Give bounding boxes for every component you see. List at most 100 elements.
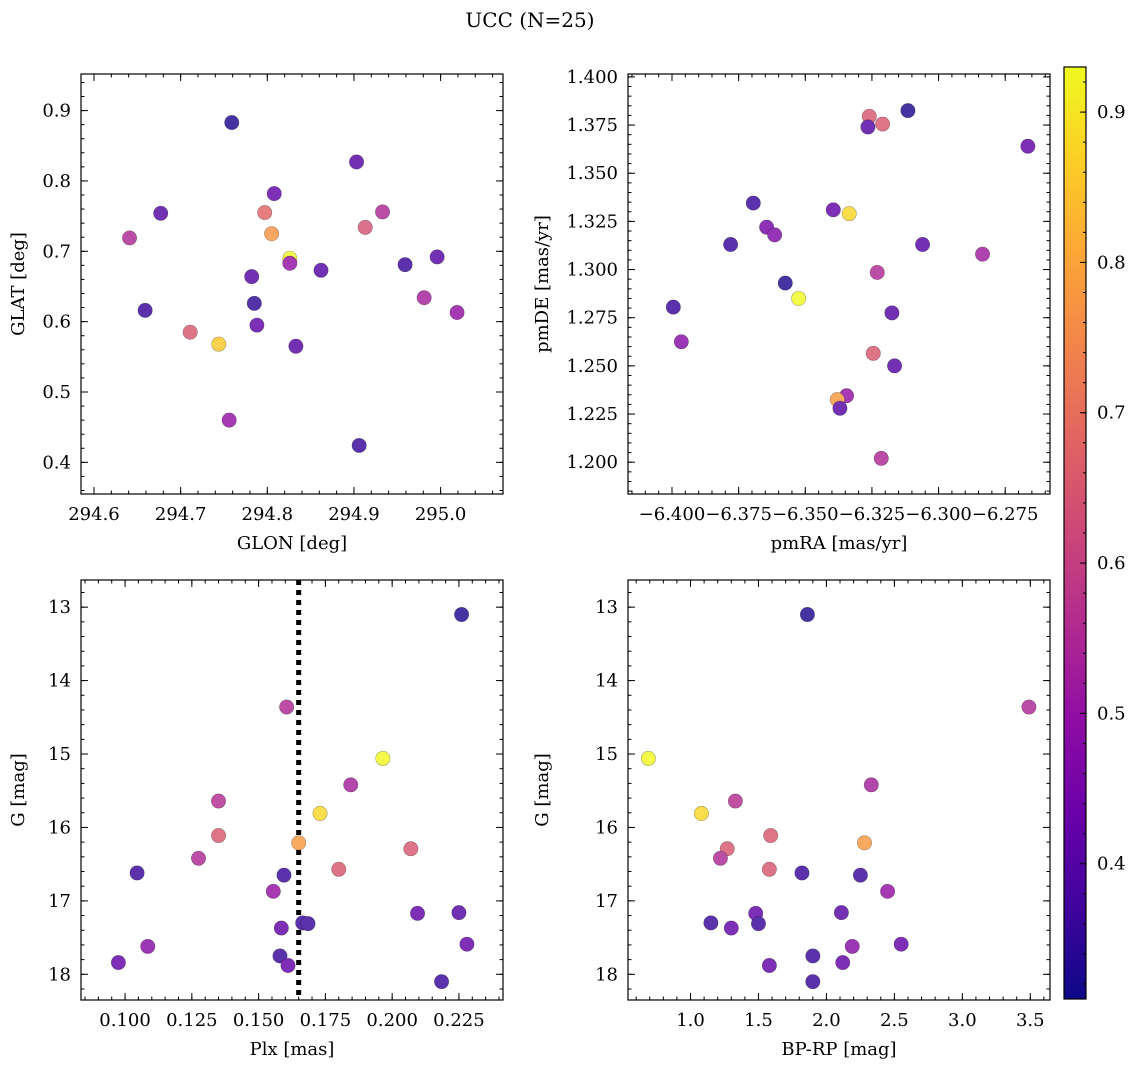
y-tick-label: 13: [595, 597, 618, 618]
scatter-point: [272, 948, 288, 964]
x-tick-label: 294.8: [242, 504, 294, 525]
scatter-point: [693, 805, 709, 821]
scatter-point: [191, 850, 207, 866]
scatter-point: [727, 793, 743, 809]
x-tick-label: 0.125: [166, 1010, 218, 1031]
scatter-point: [750, 916, 766, 932]
scatter-point: [856, 835, 872, 851]
x-axis-label: BP-RP [mag]: [781, 1039, 896, 1060]
y-tick-label: 0.8: [42, 171, 71, 192]
scatter-point: [873, 450, 889, 466]
scatter-point: [110, 955, 126, 971]
scatter-point: [282, 255, 298, 271]
colorbar-tick-label: 0.9: [1097, 102, 1126, 123]
scatter-point: [331, 861, 347, 877]
scatter-point: [257, 205, 273, 221]
y-axis-label: G [mag]: [8, 753, 29, 826]
scatter-point: [767, 227, 783, 243]
scatter-point: [224, 115, 240, 131]
scatter-point: [880, 883, 896, 899]
y-tick-label: 14: [48, 671, 71, 692]
y-tick-label: 0.9: [42, 101, 71, 122]
y-tick-label: 18: [48, 964, 71, 985]
scatter-point: [723, 237, 739, 253]
scatter-point: [860, 119, 876, 135]
scatter-point: [375, 750, 391, 766]
y-tick-label: 1.350: [566, 163, 618, 184]
scatter-point: [640, 750, 656, 766]
scatter-point: [246, 295, 262, 311]
scatter-point: [429, 249, 445, 265]
scatter-point: [288, 338, 304, 354]
scatter-point: [900, 103, 916, 119]
scatter-point: [841, 206, 857, 222]
scatter-point: [137, 302, 153, 318]
scatter-point: [761, 957, 777, 973]
x-tick-label: 294.7: [155, 504, 207, 525]
colorbar-tick-label: 0.4: [1097, 854, 1126, 875]
scatter-point: [844, 938, 860, 954]
scatter-point: [1021, 699, 1037, 715]
axes-frame: [627, 579, 1051, 1001]
scatter-point: [211, 336, 227, 352]
y-tick-label: 1.375: [566, 115, 618, 136]
scatter-point: [313, 262, 329, 278]
scatter-point: [761, 861, 777, 877]
scatter-point: [777, 275, 793, 291]
scatter-point: [279, 699, 295, 715]
x-tick-label: 294.9: [328, 504, 380, 525]
scatter-point: [805, 974, 821, 990]
y-tick-label: 1.325: [566, 211, 618, 232]
scatter-point: [763, 828, 779, 844]
scatter-point: [273, 920, 289, 936]
scatter-point: [791, 290, 807, 306]
scatter-point: [875, 116, 891, 132]
x-tick-label: 0.225: [433, 1010, 485, 1031]
x-tick-label: −6.400: [639, 504, 706, 525]
x-tick-label: 295.0: [415, 504, 467, 525]
y-tick-label: 1.200: [566, 452, 618, 473]
scatter-point: [449, 304, 465, 320]
scatter-point: [459, 936, 475, 952]
scatter-point: [410, 905, 426, 921]
scatter-point: [794, 865, 810, 881]
axes-frame: [80, 73, 504, 495]
axes-frame: [80, 579, 504, 1001]
scatter-point: [434, 974, 450, 990]
scatter-point: [975, 246, 991, 262]
scatter-point: [869, 264, 885, 280]
y-tick-label: 1.275: [566, 308, 618, 329]
x-tick-label: 0.100: [99, 1010, 151, 1031]
colorbar-tick-label: 0.6: [1097, 553, 1126, 574]
colorbar-tick-label: 0.5: [1097, 703, 1126, 724]
scatter-point: [266, 186, 282, 202]
x-tick-label: −6.325: [839, 504, 906, 525]
scatter-point: [312, 805, 328, 821]
x-tick-label: −6.350: [772, 504, 839, 525]
y-tick-label: 18: [595, 964, 618, 985]
scatter-point: [805, 948, 821, 964]
x-axis-label: Plx [mas]: [250, 1039, 335, 1060]
scatter-point: [244, 269, 260, 285]
y-tick-label: 13: [48, 597, 71, 618]
scatter-point: [349, 154, 365, 170]
colorbar-tick-label: 0.7: [1097, 403, 1126, 424]
scatter-point: [416, 290, 432, 306]
scatter-point: [893, 936, 909, 952]
y-tick-label: 1.300: [566, 260, 618, 281]
scatter-point: [451, 905, 467, 921]
y-axis-label: GLAT [deg]: [8, 232, 29, 336]
x-tick-label: 3.0: [948, 1010, 977, 1031]
y-tick-label: 0.5: [42, 382, 71, 403]
figure-title: UCC (N=25): [465, 8, 594, 32]
x-tick-label: 0.200: [366, 1010, 418, 1031]
scatter-point: [665, 299, 681, 315]
scatter-point: [140, 938, 156, 954]
scatter-point: [1020, 138, 1036, 154]
scatter-point: [211, 828, 227, 844]
scatter-point: [832, 400, 848, 416]
y-tick-label: 15: [595, 744, 618, 765]
y-tick-label: 0.4: [42, 452, 71, 473]
y-tick-label: 0.6: [42, 312, 71, 333]
x-tick-label: 1.5: [744, 1010, 773, 1031]
